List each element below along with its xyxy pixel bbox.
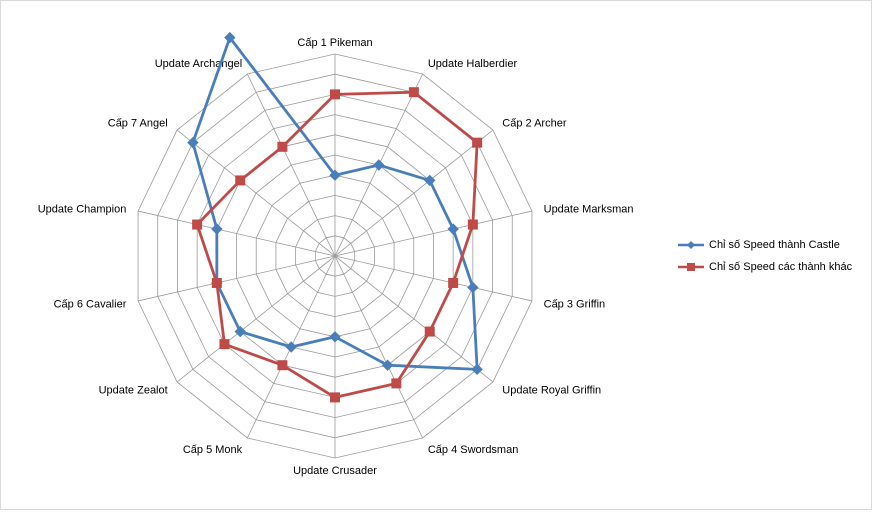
data-point-castle [447, 223, 459, 235]
category-label: Update Zealot [99, 384, 168, 396]
grid-spoke [334, 210, 533, 257]
grid-spoke [137, 255, 336, 302]
category-label: Cấp 5 Monk [183, 444, 243, 456]
data-point-castle [224, 31, 236, 44]
data-point-other-towns [277, 141, 288, 152]
category-label: Update Crusader [293, 465, 377, 477]
data-point-other-towns [211, 277, 222, 288]
grid-spoke [176, 255, 336, 383]
legend-item-castle: Chỉ số Speed thành Castle [677, 234, 867, 256]
category-label: Update Archangel [155, 58, 242, 70]
category-label: Cấp 2 Archer [502, 118, 567, 130]
data-point-other-towns [424, 326, 435, 337]
category-label: Cấp 7 Angel [108, 118, 168, 130]
category-label: Cấp 6 Cavalier [54, 299, 127, 311]
data-point-castle [373, 159, 385, 171]
data-point-other-towns [192, 219, 203, 230]
category-labels: Cấp 1 Pikeman Update Halberdier Cấp 2 Arch… [38, 37, 634, 477]
series-line-other-towns [195, 90, 479, 399]
data-point-castle [467, 281, 479, 294]
category-label: Cấp 4 Swordsman [428, 444, 519, 456]
data-point-castle [329, 331, 341, 343]
series-layer [187, 31, 483, 403]
grid-spoke [137, 210, 336, 257]
data-point-castle [234, 325, 246, 338]
grid-spoke [246, 73, 336, 257]
data-point-other-towns [448, 277, 459, 288]
grid-spoke [176, 129, 336, 257]
data-point-castle [424, 174, 436, 187]
grid-spoke [334, 255, 494, 383]
data-point-other-towns [467, 219, 478, 230]
data-point-other-towns [277, 360, 288, 371]
data-point-castle [285, 341, 297, 353]
data-point-castle [187, 136, 199, 149]
data-point-castle [329, 169, 341, 181]
legend-label-castle: Chỉ số Speed thành Castle [709, 239, 840, 251]
category-label: Update Marksman [544, 203, 634, 215]
legend-marker-castle [678, 241, 704, 249]
category-label: Update Halberdier [428, 58, 518, 70]
data-point-castle [381, 359, 394, 371]
grid-spoke [334, 255, 424, 439]
legend-marker-other-towns [678, 263, 704, 271]
data-point-castle [471, 363, 483, 376]
grid-spoke [334, 129, 494, 257]
data-point-other-towns [330, 89, 340, 100]
data-point-other-towns [408, 87, 419, 98]
data-point-other-towns [472, 137, 483, 148]
category-label: Cấp 1 Pikeman [297, 37, 372, 49]
data-point-other-towns [391, 378, 402, 389]
data-point-castle [211, 223, 223, 235]
legend-label-other-towns: Chỉ số Speed các thành khác [709, 261, 853, 273]
category-label: Cấp 3 Griffin [544, 299, 606, 311]
legend-item-other-towns: Chỉ số Speed các thành khác [677, 256, 867, 278]
category-label: Update Champion [38, 203, 127, 215]
data-point-other-towns [330, 392, 340, 403]
legend: Chỉ số Speed thành Castle Chỉ số Speed c… [677, 234, 867, 278]
data-point-other-towns [219, 339, 230, 350]
data-point-other-towns [235, 175, 246, 186]
grid-spoke [334, 255, 533, 302]
category-label: Update Royal Griffin [502, 384, 601, 396]
